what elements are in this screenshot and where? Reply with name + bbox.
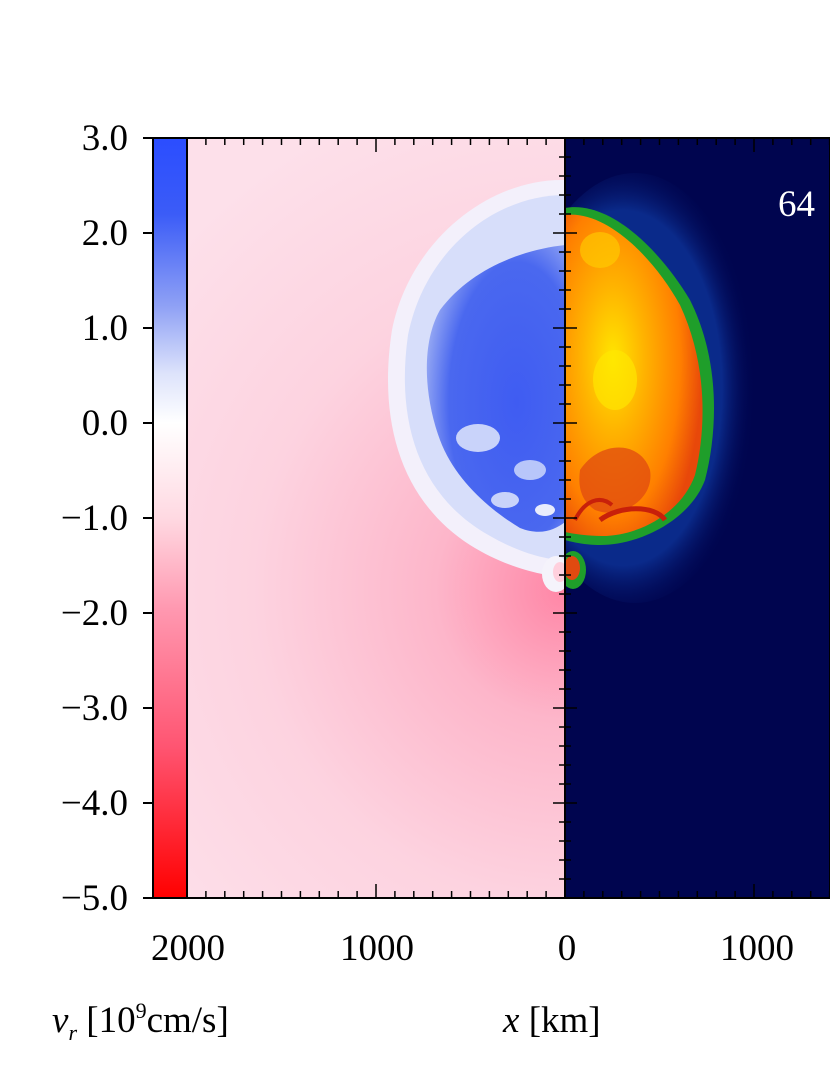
x-tick-labels: 2000 1000 0 1000 (151, 928, 794, 969)
cbar-tick-label: −2.0 (61, 593, 128, 634)
x-axis-label: x [km] (502, 1000, 601, 1041)
colorbar-ticks (143, 137, 153, 899)
colorbar-label-tail: cm/s] (147, 1000, 229, 1041)
cbar-tick-label: 1.0 (82, 308, 128, 349)
time-annotation: 64 (778, 184, 815, 225)
colorbar-label-units: [10 (77, 1000, 136, 1041)
x-axis-label-units: [km] (519, 1000, 600, 1041)
cbar-tick-label: −4.0 (61, 783, 128, 824)
colorbar (152, 137, 188, 899)
colorbar-label-exp: 9 (136, 998, 147, 1023)
cbar-tick-label: −1.0 (61, 498, 128, 539)
colorbar-label: vr [109cm/s] (52, 998, 229, 1045)
colorbar-label-sub: r (68, 1020, 77, 1045)
cbar-tick-label: 2.0 (82, 213, 128, 254)
x-tick-label: 0 (558, 928, 577, 969)
x-tick-label: 2000 (151, 928, 225, 969)
right-panel-map (565, 138, 830, 898)
cbar-tick-label: −3.0 (61, 688, 128, 729)
x-tick-label: 1000 (720, 928, 794, 969)
x-tick-label: 1000 (340, 928, 414, 969)
top-minor-ticks (186, 138, 830, 152)
colorbar-tick-labels: 3.0 2.0 1.0 0.0 −1.0 −2.0 −3.0 −4.0 −5.0 (61, 118, 128, 919)
colorbar-label-var: v (52, 1000, 69, 1041)
cbar-tick-label: 3.0 (82, 118, 128, 159)
bottom-minor-ticks (186, 884, 830, 898)
left-panel-velocity-map (187, 138, 565, 898)
center-axis-ticks (553, 137, 577, 899)
x-axis-label-var: x (502, 1000, 520, 1041)
cbar-tick-label: 0.0 (82, 403, 128, 444)
cbar-tick-label: −5.0 (61, 878, 128, 919)
